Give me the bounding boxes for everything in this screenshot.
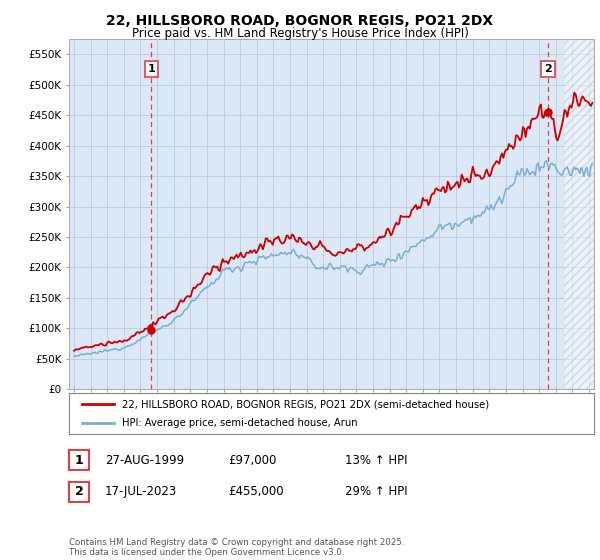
Text: 29% ↑ HPI: 29% ↑ HPI (345, 485, 407, 498)
Text: 27-AUG-1999: 27-AUG-1999 (105, 454, 184, 467)
Text: 2: 2 (544, 64, 552, 74)
Text: 13% ↑ HPI: 13% ↑ HPI (345, 454, 407, 467)
Text: 2: 2 (74, 485, 83, 498)
Text: £455,000: £455,000 (228, 485, 284, 498)
Text: 22, HILLSBORO ROAD, BOGNOR REGIS, PO21 2DX: 22, HILLSBORO ROAD, BOGNOR REGIS, PO21 2… (106, 14, 494, 28)
Text: £97,000: £97,000 (228, 454, 277, 467)
Bar (564, 39, 594, 389)
Text: HPI: Average price, semi-detached house, Arun: HPI: Average price, semi-detached house,… (121, 418, 357, 428)
Text: Price paid vs. HM Land Registry's House Price Index (HPI): Price paid vs. HM Land Registry's House … (131, 27, 469, 40)
Text: 1: 1 (74, 454, 83, 467)
Text: 22, HILLSBORO ROAD, BOGNOR REGIS, PO21 2DX (semi-detached house): 22, HILLSBORO ROAD, BOGNOR REGIS, PO21 2… (121, 399, 488, 409)
Text: 17-JUL-2023: 17-JUL-2023 (105, 485, 177, 498)
Text: 1: 1 (148, 64, 155, 74)
Text: Contains HM Land Registry data © Crown copyright and database right 2025.
This d: Contains HM Land Registry data © Crown c… (69, 538, 404, 557)
